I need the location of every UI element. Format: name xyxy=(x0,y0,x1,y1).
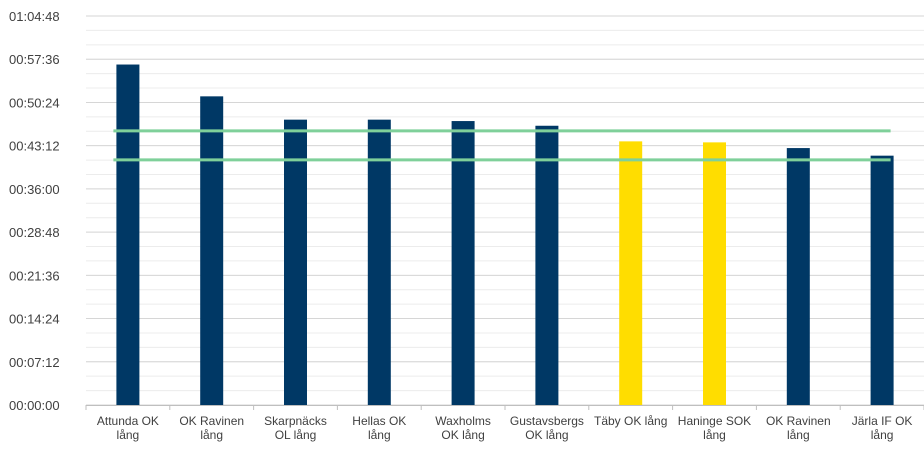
y-tick-label: 00:28:48 xyxy=(9,225,60,240)
y-tick-label: 00:57:36 xyxy=(9,52,60,67)
y-tick-label: 00:36:00 xyxy=(9,182,60,197)
bar xyxy=(200,96,224,405)
x-category-label: Hellas OK lång xyxy=(352,414,406,442)
x-category-label: Täby OK lång xyxy=(594,414,667,428)
y-tick-label: 00:07:12 xyxy=(9,355,60,370)
bar xyxy=(367,119,391,405)
x-category-label: Järla IF OK lång xyxy=(852,414,913,442)
bar xyxy=(284,119,307,405)
reference-lines xyxy=(113,129,891,162)
x-category-label: Haninge SOK lång xyxy=(678,414,751,442)
x-category-label: Skarpnäcks OL lång xyxy=(264,414,327,442)
bar xyxy=(451,121,475,405)
x-category-label: Gustavsbergs OK lång xyxy=(510,414,584,442)
bar xyxy=(870,155,894,405)
bar xyxy=(116,64,140,405)
bars xyxy=(116,64,894,406)
x-category-label: Waxholms OK lång xyxy=(435,414,491,442)
y-tick-label: 00:50:24 xyxy=(9,95,60,110)
x-category-label: OK Ravinen lång xyxy=(766,414,831,442)
bar xyxy=(703,142,726,405)
y-tick-label: 00:00:00 xyxy=(9,398,60,413)
y-tick-label: 00:14:24 xyxy=(9,312,60,327)
y-axis: 00:00:00 00:07:12 00:14:24 00:21:36 00:28:48… xyxy=(9,9,60,413)
x-axis: Attunda OK lång OK Ravinen lång Skarpnäcks OL… xyxy=(85,405,924,442)
y-tick-label: 00:43:12 xyxy=(9,139,60,154)
y-tick-label: 00:21:36 xyxy=(9,268,60,283)
bar xyxy=(786,148,810,405)
x-category-label: OK Ravinen lång xyxy=(179,414,244,442)
bar xyxy=(619,141,643,406)
y-tick-label: 01:04:48 xyxy=(9,9,60,24)
bar xyxy=(535,125,559,405)
x-category-label: Attunda OK lång xyxy=(97,414,159,442)
